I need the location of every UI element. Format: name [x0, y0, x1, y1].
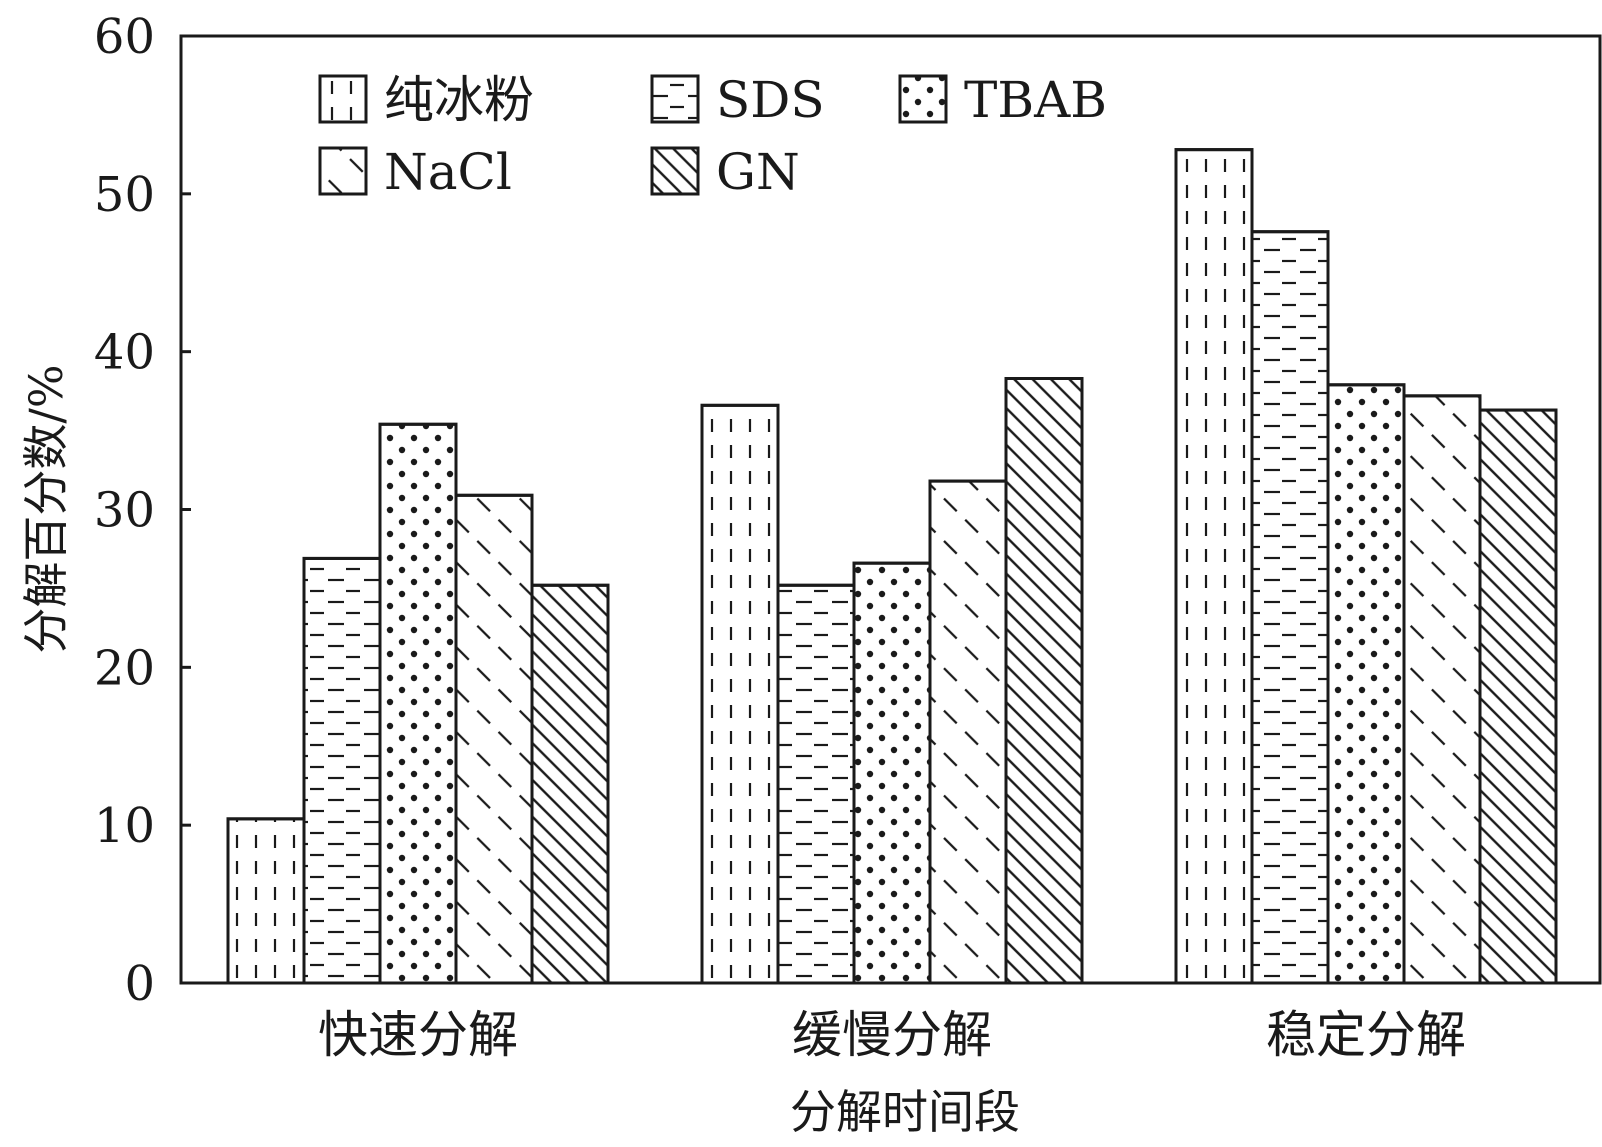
x-axis-categories: 快速分解 缓慢分解 稳定分解 — [318, 1006, 1466, 1064]
x-category-label: 快速分解 — [318, 1006, 518, 1064]
y-axis-title: 分解百分数/% — [19, 364, 73, 653]
x-category-label: 稳定分解 — [1266, 1006, 1466, 1064]
legend: 纯冰粉 SDS TBAB NaCl GN — [318, 71, 1107, 201]
legend-swatch — [650, 146, 700, 196]
bar — [928, 479, 1008, 985]
y-tick-label: 40 — [94, 325, 155, 381]
legend-swatch — [650, 74, 700, 124]
y-tick-label: 30 — [94, 483, 155, 539]
legend-swatch — [318, 74, 368, 124]
bar — [302, 556, 382, 985]
y-tick-label: 50 — [94, 167, 155, 223]
bar — [530, 583, 610, 985]
y-tick-label: 20 — [94, 640, 155, 696]
y-tick-label: 10 — [94, 798, 155, 854]
x-category-label: 缓慢分解 — [792, 1006, 992, 1064]
y-tick-label: 60 — [94, 9, 155, 65]
legend-label: GN — [716, 143, 800, 201]
y-axis-ticks: 0 10 20 30 40 50 60 — [94, 9, 191, 1012]
y-tick-label: 0 — [124, 956, 155, 1012]
bar — [1174, 148, 1254, 985]
legend-swatch — [318, 146, 368, 196]
bar — [226, 817, 306, 985]
bar — [1478, 408, 1558, 985]
bar — [1402, 394, 1482, 985]
x-axis-title: 分解时间段 — [790, 1085, 1020, 1139]
bar — [1250, 230, 1330, 985]
bar — [700, 403, 780, 985]
legend-label: 纯冰粉 — [384, 71, 534, 129]
legend-label: NaCl — [384, 143, 512, 201]
plot-frame — [179, 34, 1602, 985]
legend-label: TBAB — [964, 71, 1107, 129]
legend-swatch — [898, 74, 948, 124]
bar — [378, 422, 458, 985]
legend-label: SDS — [716, 71, 825, 129]
bar — [852, 561, 932, 985]
bar — [1004, 376, 1084, 985]
bar — [1326, 383, 1406, 985]
bar — [454, 493, 534, 985]
bar — [776, 583, 856, 985]
bars-group — [226, 148, 1558, 985]
